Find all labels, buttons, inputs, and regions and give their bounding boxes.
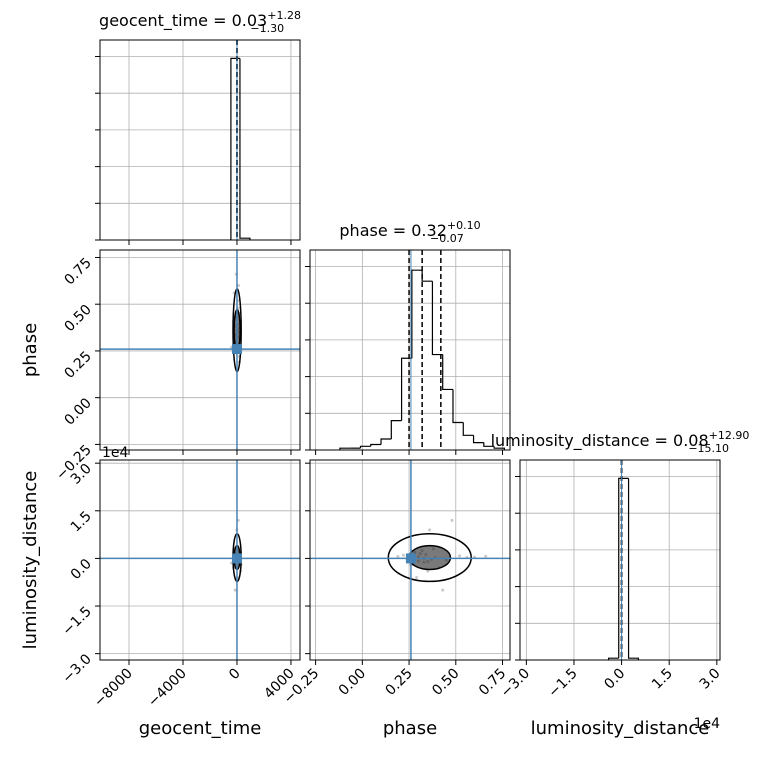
panel-frame: [99, 249, 301, 451]
sample-point: [396, 555, 400, 559]
histogram-bin: [359, 445, 371, 449]
histogram-bin: [472, 435, 484, 444]
title-sub: −15.10: [688, 442, 729, 455]
sample-point: [458, 554, 462, 558]
panel-title: geocent_time = 0.03+1.28 −1.30: [99, 9, 301, 35]
y-tick-label: 1.5: [68, 508, 95, 535]
y-tick-label: 0.50: [61, 302, 94, 335]
histogram-bin: [230, 57, 240, 240]
y-tick-label: 0.0: [68, 556, 95, 583]
offset-text: 1e4: [694, 716, 721, 732]
panel: −8000 −4000 0 4000−3.0−1.50.01.53.0: [59, 459, 301, 711]
x-tick-label: 3.0: [697, 666, 724, 693]
title-text: geocent_time = 0.03: [99, 11, 267, 31]
panel-frame: [309, 459, 511, 661]
title-sub: −1.30: [250, 22, 284, 35]
truth-marker: [231, 553, 242, 564]
y-tick-label: 0.25: [61, 348, 94, 381]
panel-frame: [99, 459, 301, 661]
title-text: phase = 0.32: [339, 221, 446, 240]
title-sup: +12.90: [709, 429, 750, 442]
histogram-bin: [462, 422, 474, 436]
sample-point: [426, 569, 430, 573]
x-tick-label: −4000: [145, 666, 190, 711]
sample-point: [450, 518, 454, 522]
x-tick-label: 0.50: [429, 666, 462, 699]
y-tick-label: 0.00: [61, 395, 94, 428]
sample-point: [401, 553, 405, 557]
x-axis-label: phase: [383, 718, 437, 739]
panel: phase = 0.32+0.10 −0.07: [305, 219, 511, 455]
histogram-bin: [607, 657, 619, 660]
histogram-bin: [618, 477, 629, 659]
histogram-bin: [431, 281, 443, 356]
histogram-bin: [380, 438, 392, 445]
histogram-bin: [411, 269, 423, 359]
histogram-bin: [421, 270, 433, 282]
y-tick-label: −3.0: [59, 651, 94, 686]
y-axis-label: phase: [20, 323, 41, 377]
x-tick-label: −8000: [91, 666, 136, 711]
histogram-bin: [390, 420, 402, 439]
x-axis-label: luminosity_distance: [531, 718, 710, 739]
histogram-bin: [493, 446, 505, 450]
histogram-bin: [339, 447, 351, 450]
histogram-bin: [239, 58, 251, 240]
sample-point: [415, 575, 419, 579]
x-tick-label: −1.5: [545, 666, 580, 701]
x-axis-label: geocent_time: [139, 718, 262, 739]
y-axis-label: luminosity_distance: [20, 471, 41, 650]
x-tick-label: 1.5: [649, 666, 676, 693]
title-text: luminosity_distance = 0.08: [491, 431, 709, 451]
histogram-bin: [483, 442, 495, 447]
title-sup: +0.10: [447, 219, 481, 232]
panel: −0.250.000.250.500.75: [53, 249, 301, 484]
panel-frame: [309, 249, 511, 451]
x-tick-label: 0.0: [601, 666, 628, 693]
histogram-bin: [442, 354, 453, 391]
sample-point: [441, 588, 445, 592]
x-tick-label: 0: [226, 666, 244, 684]
histogram-bin: [400, 357, 412, 421]
x-tick-label: 0.25: [383, 666, 416, 699]
sample-point: [484, 554, 488, 558]
y-tick-label: 0.75: [61, 255, 94, 288]
title-sub: −0.07: [430, 232, 464, 245]
sample-point: [233, 588, 237, 592]
sample-point: [428, 528, 432, 532]
y-tick-label: −1.5: [59, 604, 94, 639]
contour: [387, 532, 472, 583]
panel-frame: [99, 39, 301, 241]
histogram-bin: [627, 478, 640, 660]
x-tick-label: 0.00: [336, 666, 369, 699]
title-sup: +1.28: [267, 9, 301, 22]
panel-frame: [519, 459, 721, 661]
panel: geocent_time = 0.03+1.28 −1.30: [95, 9, 301, 245]
offset-text: 1e4: [102, 445, 129, 461]
truth-marker: [231, 344, 242, 355]
panel-title: phase = 0.32+0.10 −0.07: [339, 219, 480, 245]
histogram-bin: [370, 443, 382, 447]
truth-marker: [405, 553, 416, 564]
histogram-bin: [452, 389, 464, 424]
panel-title: luminosity_distance = 0.08+12.90 −15.10: [491, 429, 750, 455]
